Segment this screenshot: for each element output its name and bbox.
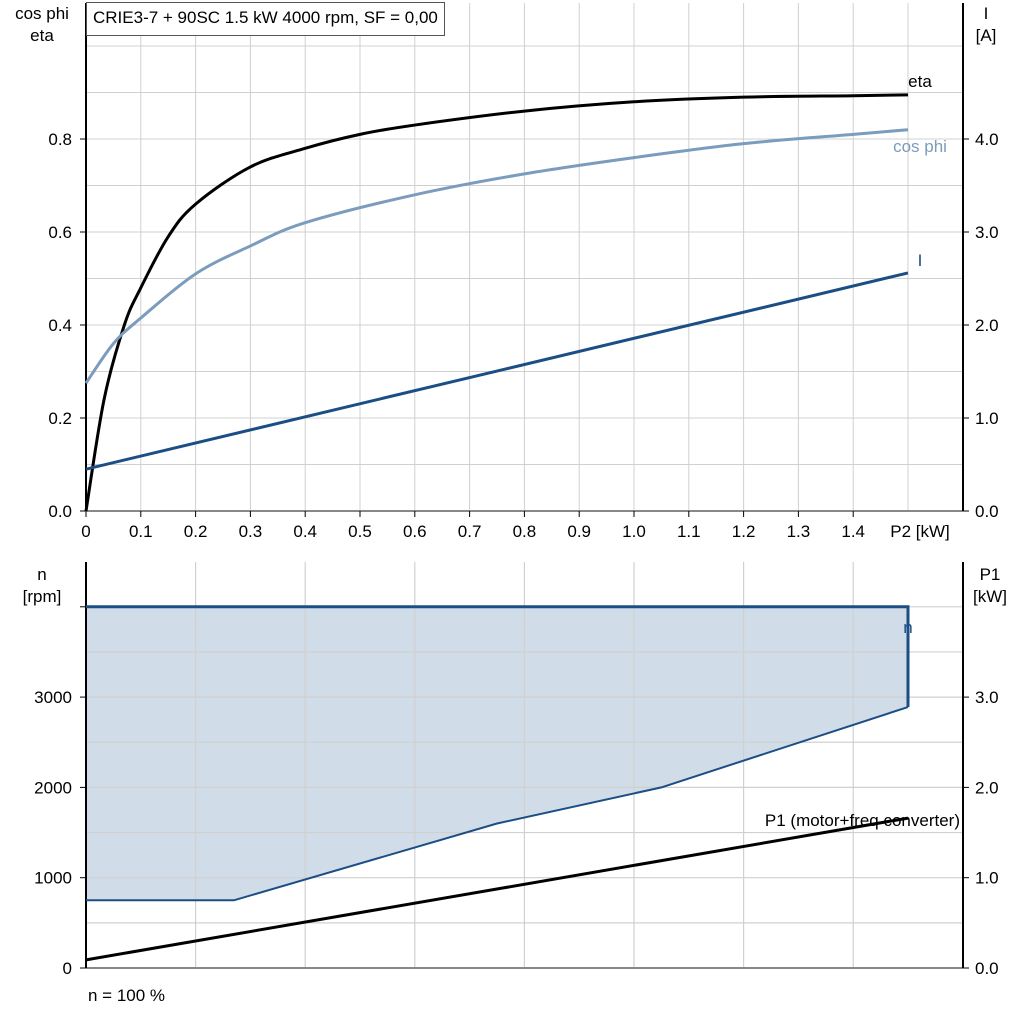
y-axis-label-left: eta xyxy=(30,26,54,45)
y-tick-label-right: 0.0 xyxy=(975,502,999,521)
series-line-eta xyxy=(84,93,909,512)
y-tick-label-right: 1.0 xyxy=(975,869,999,888)
x-tick-label: 0.8 xyxy=(513,522,537,541)
y-tick-label-right: 2.0 xyxy=(975,316,999,335)
y-tick-label-left: 0.0 xyxy=(48,502,72,521)
x-tick-label: 0.1 xyxy=(129,522,153,541)
y-axis-label-right: [kW] xyxy=(973,587,1007,606)
x-tick-label: 0.9 xyxy=(567,522,591,541)
x-tick-label: 0.2 xyxy=(184,522,208,541)
series-line-I xyxy=(85,271,909,471)
y-tick-label-left: 2000 xyxy=(34,778,72,797)
y-axis-label-right: [A] xyxy=(976,26,997,45)
p1-line xyxy=(85,816,909,962)
x-tick-label: 1.4 xyxy=(841,522,865,541)
footer-note: n = 100 % xyxy=(88,986,165,1005)
series-line-cos-phi xyxy=(84,128,909,384)
y-tick-label-left: 1000 xyxy=(34,869,72,888)
x-tick-label: 0.5 xyxy=(348,522,372,541)
y-tick-label-left: 0.2 xyxy=(48,409,72,428)
y-tick-label-right: 0.0 xyxy=(975,959,999,978)
x-tick-label: 0.3 xyxy=(239,522,263,541)
x-tick-label: 1.1 xyxy=(677,522,701,541)
y-axis-label-right: P1 xyxy=(980,565,1001,584)
x-tick-label: 1.2 xyxy=(732,522,756,541)
y-tick-label-right: 3.0 xyxy=(975,223,999,242)
x-tick-label: 0.4 xyxy=(293,522,317,541)
n-min-line xyxy=(86,706,909,902)
y-axis-label-right: I xyxy=(984,4,989,23)
y-tick-label-right: 1.0 xyxy=(975,409,999,428)
n-operating-area xyxy=(86,606,908,901)
y-tick-label-right: 4.0 xyxy=(975,130,999,149)
y-axis-label-left: [rpm] xyxy=(23,587,62,606)
y-tick-label-left: 0 xyxy=(63,959,72,978)
y-axis-label-left: cos phi xyxy=(15,4,69,23)
x-axis-label: P2 [kW] xyxy=(890,522,950,541)
chart-title: CRIE3-7 + 90SC 1.5 kW 4000 rpm, SF = 0,0… xyxy=(86,2,445,36)
series-label-cos-phi: cos phi xyxy=(893,137,947,156)
x-tick-label: 0.7 xyxy=(458,522,482,541)
series-label-I: I xyxy=(918,251,923,270)
x-tick-label: 0.6 xyxy=(403,522,427,541)
y-tick-label-right: 3.0 xyxy=(975,688,999,707)
y-tick-label-left: 0.6 xyxy=(48,223,72,242)
y-axis-label-left: n xyxy=(37,565,46,584)
x-tick-label: 1.0 xyxy=(622,522,646,541)
y-tick-label-left: 0.8 xyxy=(48,130,72,149)
y-tick-label-left: 3000 xyxy=(34,688,72,707)
y-tick-label-right: 2.0 xyxy=(975,778,999,797)
n-max-line xyxy=(86,605,910,708)
series-label-n: n xyxy=(903,618,912,637)
series-label-eta: eta xyxy=(908,72,932,91)
y-tick-label-left: 0.4 xyxy=(48,316,72,335)
x-tick-label: 1.3 xyxy=(787,522,811,541)
series-label-p1: P1 (motor+freq converter) xyxy=(765,811,960,830)
x-tick-label: 0 xyxy=(81,522,90,541)
